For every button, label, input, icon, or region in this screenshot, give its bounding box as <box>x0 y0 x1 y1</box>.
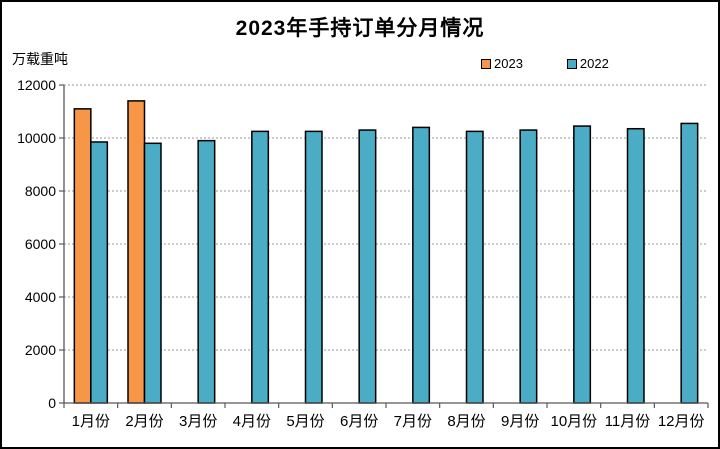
bar-2022-3月份 <box>197 139 216 404</box>
x-tick-label: 12月份 <box>658 413 705 430</box>
x-tick-label: 3月份 <box>179 413 217 430</box>
x-tick-label: 7月份 <box>394 413 432 430</box>
bar-2022-7月份 <box>412 126 431 404</box>
y-tick-label: 6000 <box>25 236 56 252</box>
legend-label-2022: 2022 <box>579 56 609 71</box>
bar-2022-9月份 <box>519 129 538 404</box>
x-tick-label: 6月份 <box>340 413 378 430</box>
x-tick-label: 10月份 <box>550 413 597 430</box>
y-tick-label: 8000 <box>25 183 56 199</box>
x-tick-label: 1月份 <box>72 413 110 430</box>
x-tick-label: 8月份 <box>447 413 485 430</box>
bar-2022-11月份 <box>626 127 645 404</box>
bar-2022-2月份 <box>143 142 162 404</box>
x-tick-label: 11月份 <box>605 413 651 430</box>
x-tick-label: 4月份 <box>233 413 271 430</box>
x-tick-label: 9月份 <box>501 413 539 430</box>
bar-2022-5月份 <box>304 130 323 404</box>
bar-2022-6月份 <box>358 129 377 404</box>
bar-2022-4月份 <box>251 130 270 404</box>
legend-label-2023: 2023 <box>494 56 523 71</box>
y-tick-label: 12000 <box>17 77 56 93</box>
legend-item-2022: 2022 <box>566 56 609 71</box>
legend-swatch-2022 <box>566 58 577 69</box>
y-tick-label: 10000 <box>17 130 56 146</box>
y-tick-label: 0 <box>48 395 56 411</box>
bar-2023-1月份 <box>73 108 92 404</box>
bar-2023-2月份 <box>127 100 146 404</box>
chart-title: 2023年手持订单分月情况 <box>235 17 485 40</box>
x-tick-label: 2月份 <box>125 413 163 430</box>
y-axis-unit-label: 万载重吨 <box>12 51 68 67</box>
bar-2022-1月份 <box>90 141 109 404</box>
x-tick-label: 5月份 <box>286 413 324 430</box>
bar-2022-12月份 <box>680 122 699 404</box>
legend: 2023 2022 <box>481 56 609 71</box>
legend-swatch-2023 <box>481 58 491 69</box>
legend-item-2023: 2023 <box>481 56 523 71</box>
bar-2022-8月份 <box>465 130 484 404</box>
bar-2022-10月份 <box>573 125 592 404</box>
y-tick-label: 2000 <box>25 342 56 358</box>
y-tick-label: 4000 <box>25 289 56 305</box>
